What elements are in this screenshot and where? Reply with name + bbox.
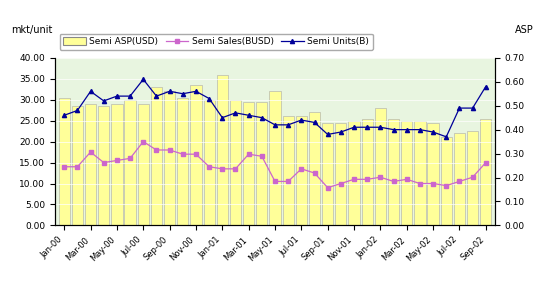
- Bar: [454, 133, 465, 225]
- Bar: [151, 87, 162, 225]
- Bar: [164, 91, 175, 225]
- Bar: [309, 112, 320, 225]
- Bar: [336, 123, 346, 225]
- Bar: [204, 100, 214, 225]
- Bar: [375, 108, 386, 225]
- Bar: [98, 106, 109, 225]
- Text: ASP: ASP: [515, 25, 534, 35]
- Bar: [388, 118, 399, 225]
- Bar: [296, 116, 307, 225]
- Bar: [243, 102, 254, 225]
- Bar: [111, 104, 123, 225]
- Bar: [322, 123, 333, 225]
- Bar: [414, 121, 426, 225]
- Bar: [427, 123, 439, 225]
- Bar: [441, 138, 452, 225]
- Legend: Semi ASP(USD), Semi Sales(BUSD), Semi Units(B): Semi ASP(USD), Semi Sales(BUSD), Semi Un…: [59, 34, 372, 50]
- Bar: [230, 100, 241, 225]
- Bar: [256, 102, 267, 225]
- Text: mkt/unit: mkt/unit: [11, 25, 52, 35]
- Bar: [467, 131, 478, 225]
- Bar: [480, 118, 491, 225]
- Bar: [59, 98, 70, 225]
- Bar: [361, 118, 373, 225]
- Bar: [124, 100, 136, 225]
- Bar: [190, 85, 201, 225]
- Bar: [85, 104, 96, 225]
- Bar: [217, 75, 228, 225]
- Bar: [349, 121, 360, 225]
- Bar: [177, 98, 189, 225]
- Bar: [283, 116, 294, 225]
- Bar: [270, 91, 280, 225]
- Bar: [138, 104, 149, 225]
- Bar: [72, 106, 83, 225]
- Bar: [401, 121, 412, 225]
